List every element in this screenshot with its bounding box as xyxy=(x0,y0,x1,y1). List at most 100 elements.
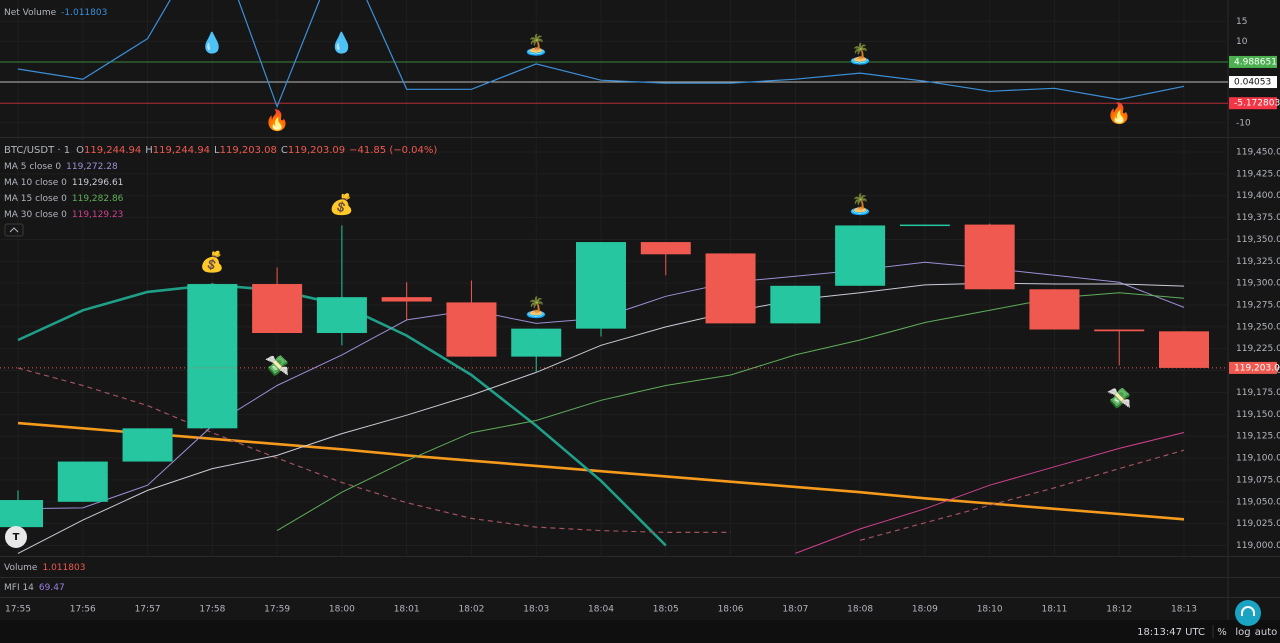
candle-body xyxy=(446,302,497,357)
logo[interactable] xyxy=(5,526,27,548)
y-tick-label: 119,250.00 xyxy=(1236,322,1280,332)
status-time: 18:13:47 UTC xyxy=(1137,627,1205,638)
candle-body xyxy=(1094,329,1145,332)
candle-body xyxy=(1029,289,1080,330)
candle-body xyxy=(511,328,562,357)
overlay-line xyxy=(17,421,1185,521)
y-tick-label: 119,425.00 xyxy=(1236,169,1280,179)
signal-marker: 💸 xyxy=(265,354,290,378)
x-tick-label: 18:05 xyxy=(653,605,679,615)
candle-body xyxy=(576,242,626,329)
ma-legend-name: MA 30 close 0 xyxy=(4,210,67,220)
level-badge xyxy=(1229,97,1277,110)
signal-marker: 🏝️ xyxy=(848,192,873,216)
candle-body xyxy=(640,242,691,255)
ma-legend: MA 10 close 0 119,296.61 xyxy=(4,178,123,188)
indicator-name: Volume xyxy=(4,563,38,573)
candle-body xyxy=(705,253,756,324)
candle-body xyxy=(770,285,821,324)
status-button[interactable]: auto xyxy=(1255,627,1278,638)
signal-marker: 💸 xyxy=(1107,386,1132,410)
signal-marker: 🏝️ xyxy=(848,42,873,66)
indicator-value: 1.011803 xyxy=(42,563,85,573)
y-tick-label: 119,375.00 xyxy=(1236,213,1280,223)
ohlc-key: H xyxy=(145,145,153,156)
symbol-header: BTC/USDT · 1 O119,244.94 H119,244.94 L119,2… xyxy=(4,145,437,156)
ma-legend: MA 5 close 0 119,272.28 xyxy=(4,162,118,172)
y-tick-label: -10 xyxy=(1236,118,1251,128)
x-tick-label: 18:09 xyxy=(912,605,938,615)
overlay-line xyxy=(859,449,1185,541)
x-tick-label: 18:08 xyxy=(847,605,873,615)
x-tick-label: 17:56 xyxy=(70,605,96,615)
y-tick-label: 119,400.00 xyxy=(1236,191,1280,201)
candle-body xyxy=(57,461,108,502)
x-tick-label: 17:57 xyxy=(135,605,161,615)
y-tick-label: 119,350.00 xyxy=(1236,235,1280,245)
ohlc-value: −41.85 (−0.04%) xyxy=(349,145,437,156)
status-button[interactable]: % xyxy=(1217,627,1227,638)
price-badge xyxy=(1229,361,1277,374)
x-tick-label: 18:00 xyxy=(329,605,355,615)
y-tick-label: 119,075.00 xyxy=(1236,475,1280,485)
level-badge xyxy=(1229,76,1277,89)
ma-legend-name: MA 10 close 0 xyxy=(4,178,67,188)
signal-marker: 💰 xyxy=(329,192,354,216)
level-badge xyxy=(1229,55,1277,68)
overlay-layer: 17:55 17:56 17:57 17:58 17:59 18:00 18:01 18:02… xyxy=(4,8,1280,639)
y-tick-label: 119,050.00 xyxy=(1236,497,1280,507)
y-tick-label: 10 xyxy=(1236,37,1248,47)
x-tick-label: 18:07 xyxy=(782,605,808,615)
legend-name: Net Volume xyxy=(4,8,57,18)
x-tick-label: 18:03 xyxy=(523,605,549,615)
ma-legend-name: MA 15 close 0 xyxy=(4,194,67,204)
x-tick-label: 18:02 xyxy=(458,605,484,615)
y-tick-label: 119,025.00 xyxy=(1236,519,1280,529)
y-tick-label: 119,450.00 xyxy=(1236,147,1280,157)
ma-legend-value: 119,296.61 xyxy=(72,178,124,188)
candle-body xyxy=(122,428,173,462)
y-tick-label: 15 xyxy=(1236,17,1247,27)
ma-legend-value: 119,272.28 xyxy=(66,162,118,172)
x-tick-label: 17:59 xyxy=(264,605,290,615)
legend-value: -1.011803 xyxy=(61,8,107,18)
candle-body xyxy=(899,224,950,227)
level-label: 4.988651 xyxy=(1234,57,1277,67)
signal-marker: 🔥 xyxy=(265,108,290,132)
line-series xyxy=(17,0,1185,109)
signal-marker: 💧 xyxy=(329,31,354,55)
level-label: 0.04053 xyxy=(1234,78,1271,88)
ohlc-key: O xyxy=(76,145,84,156)
ohlc-key: C xyxy=(281,145,288,156)
candle-body xyxy=(381,297,432,302)
status-bar xyxy=(0,620,1280,643)
y-tick-label: 119,150.00 xyxy=(1236,410,1280,420)
ohlc-key: L xyxy=(214,145,220,156)
collapse-button[interactable] xyxy=(4,223,24,237)
y-tick-label: 119,000.00 xyxy=(1236,541,1280,551)
ohlc-value: 119,203.08 xyxy=(220,145,277,156)
ohlc-value: 119,244.94 xyxy=(153,145,210,156)
support-button[interactable] xyxy=(1235,600,1261,626)
signal-marker: 💰 xyxy=(200,250,225,274)
ma-line xyxy=(795,432,1185,554)
candle-body xyxy=(316,297,367,334)
support-icon xyxy=(1241,606,1255,616)
x-tick-label: 18:04 xyxy=(588,605,614,615)
ohlc-value: 119,244.94 xyxy=(84,145,141,156)
logo-glyph: T xyxy=(13,532,20,543)
ma-legend-name: MA 5 close 0 xyxy=(4,162,61,172)
candle-body xyxy=(835,225,886,286)
x-tick-label: 18:06 xyxy=(718,605,744,615)
candle-body xyxy=(0,500,43,528)
ma-legend: MA 15 close 0 119,282.86 xyxy=(4,194,124,204)
candle-body xyxy=(1159,331,1209,368)
y-tick-label: 119,125.00 xyxy=(1236,432,1280,442)
x-tick-label: 18:11 xyxy=(1041,605,1067,615)
status-button[interactable]: log xyxy=(1235,627,1250,638)
x-tick-label: 18:10 xyxy=(977,605,1003,615)
y-tick-label: 119,225.00 xyxy=(1236,344,1280,354)
indicator-value: 69.47 xyxy=(39,583,65,593)
ma-legend: MA 30 close 0 119,129.23 xyxy=(4,210,123,220)
